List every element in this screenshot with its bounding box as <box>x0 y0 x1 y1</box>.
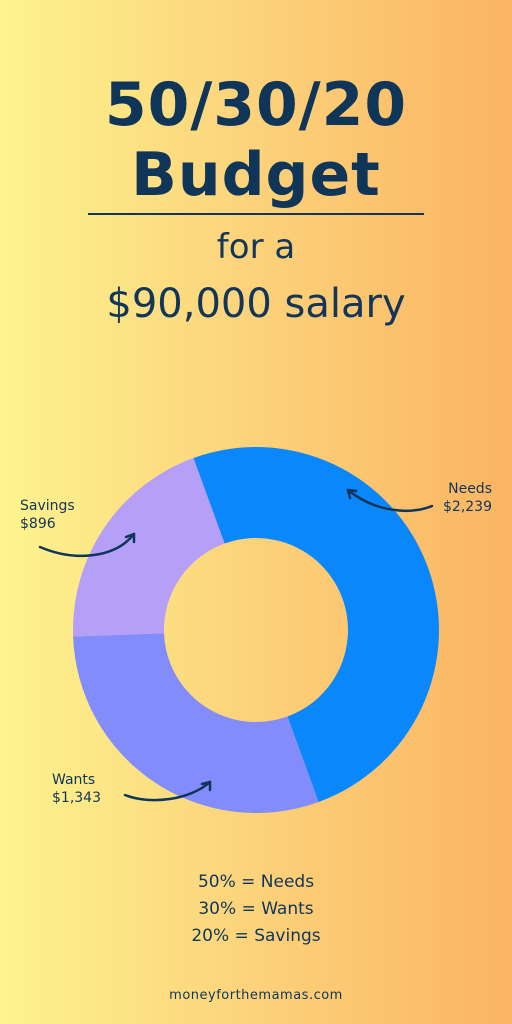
wants-label: Wants $1,343 <box>52 771 132 807</box>
needs-name: Needs <box>448 481 492 497</box>
slice-savings <box>72 458 225 637</box>
title-underline <box>88 213 424 215</box>
savings-name: Savings <box>20 498 75 514</box>
savings-arrow <box>38 532 136 558</box>
footer-site: moneyforthemamas.com <box>169 988 343 1003</box>
needs-label: Needs $2,239 <box>420 480 492 516</box>
donut-chart <box>38 447 439 813</box>
needs-arrowhead <box>346 488 358 500</box>
slice-needs <box>193 447 439 802</box>
wants-arrow <box>123 780 212 802</box>
slice-wants <box>73 633 319 813</box>
subtitle-salary: $90,000 salary <box>106 281 406 327</box>
savings-value: $896 <box>20 516 56 532</box>
legend-needs: 50% = Needs <box>197 872 315 892</box>
needs-arrow <box>346 488 434 512</box>
legend-savings: 20% = Savings <box>191 926 321 946</box>
wants-arrowhead <box>200 780 212 792</box>
legend-wants: 30% = Wants <box>198 899 314 919</box>
wants-value: $1,343 <box>52 790 101 806</box>
needs-value: $2,239 <box>443 499 492 515</box>
subtitle-line-1: for a <box>216 227 296 267</box>
savings-label: Savings $896 <box>20 497 100 533</box>
savings-arrowhead <box>124 532 136 544</box>
wants-name: Wants <box>52 772 96 788</box>
title-line-2: Budget <box>131 140 381 210</box>
title-line-1: 50/30/20 <box>104 70 408 140</box>
